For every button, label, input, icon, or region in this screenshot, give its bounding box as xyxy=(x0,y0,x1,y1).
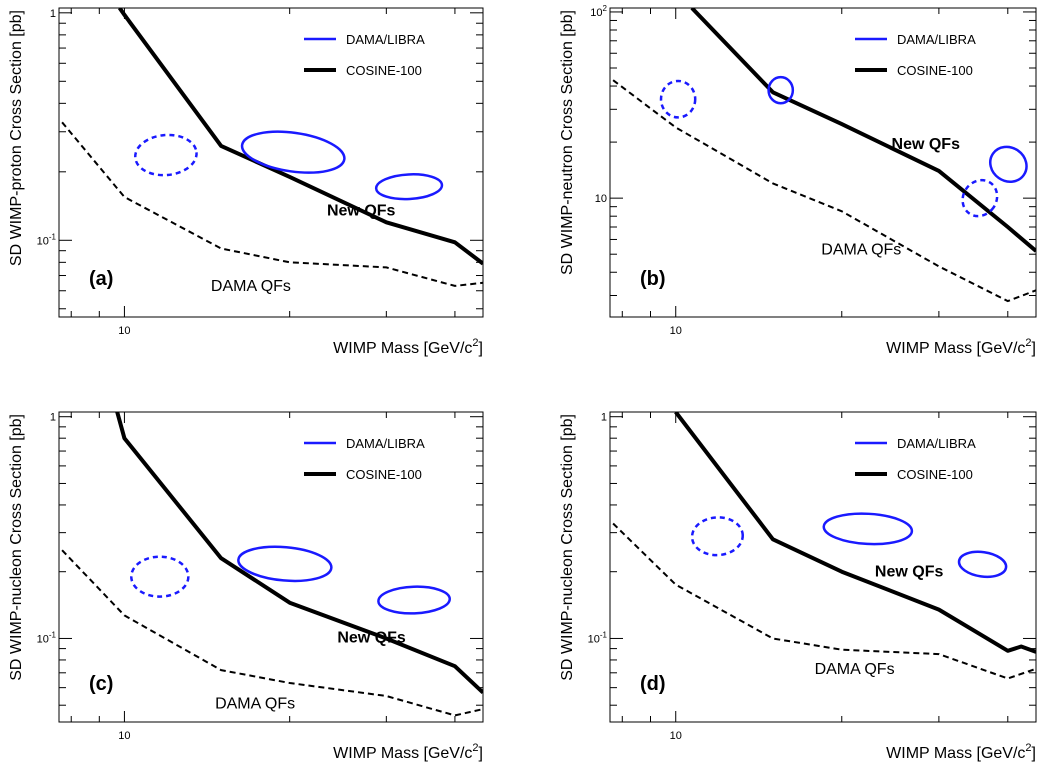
panel-1: 10 1 10-1 WIMP Mass [GeV/c2] SD WIMP-proton … xyxy=(8,7,484,357)
cosine-100-limit-line xyxy=(690,8,1036,253)
dama-libra-region xyxy=(957,550,1008,579)
dama-libra-region xyxy=(240,130,346,174)
dama-qf-limit-line xyxy=(61,121,483,287)
new-qfs-label: New QFs xyxy=(337,629,406,646)
y-axis-title: SD WIMP-nucleon Cross Section [pb] xyxy=(8,414,25,681)
y-tick-label: 10-1 xyxy=(37,630,57,645)
legend-label: COSINE-100 xyxy=(897,63,973,78)
new-qfs-label: New QFs xyxy=(892,136,961,153)
plot-frame xyxy=(609,411,1037,723)
y-axis-title: SD WIMP-neutron Cross Section [pb] xyxy=(559,10,576,275)
dama-libra-region xyxy=(989,145,1028,183)
y-tick-label: 10-1 xyxy=(37,232,57,247)
data-layer xyxy=(61,412,483,717)
panel-3: 10 1 10-1 WIMP Mass [GeV/c2] SD WIMP-nucleon… xyxy=(8,411,484,762)
x-tick-label: 10 xyxy=(670,325,682,337)
cosine-100-limit-line xyxy=(117,8,483,266)
dama-libra-region xyxy=(659,79,697,119)
x-axis-title: WIMP Mass [GeV/c2] xyxy=(886,742,1036,762)
dama-qfs-label: DAMA QFs xyxy=(211,278,291,295)
plot-frame xyxy=(58,411,484,723)
legend-label: DAMA/LIBRA xyxy=(346,32,425,47)
data-layer xyxy=(61,8,483,287)
dama-libra-region xyxy=(377,585,451,615)
x-axis-title: WIMP Mass [GeV/c2] xyxy=(333,742,483,762)
dama-qf-limit-line xyxy=(612,522,1036,680)
x-axis-title: WIMP Mass [GeV/c2] xyxy=(886,337,1036,357)
legend-label: DAMA/LIBRA xyxy=(897,436,976,451)
dama-qfs-label: DAMA QFs xyxy=(815,661,895,678)
y-axis-title: SD WIMP-proton Cross Section [pb] xyxy=(8,10,25,266)
dama-libra-region xyxy=(133,133,198,177)
dama-qf-limit-line xyxy=(61,549,483,717)
dama-qfs-label: DAMA QFs xyxy=(821,241,901,258)
new-qfs-label: New QFs xyxy=(875,564,944,581)
dama-libra-region xyxy=(767,75,795,105)
panel-label: (c) xyxy=(89,673,113,695)
cosine-100-limit-line xyxy=(674,412,1036,654)
dama-libra-region xyxy=(961,178,999,218)
cosine-100-limit-line xyxy=(115,412,483,695)
data-layer xyxy=(612,8,1036,303)
y-axis-title: SD WIMP-nucleon Cross Section [pb] xyxy=(559,414,576,681)
y-tick-label: 1 xyxy=(601,412,607,424)
panel-2: 10 102 10 WIMP Mass [GeV/c2] SD WIMP-neutron… xyxy=(559,4,1037,357)
dama-libra-region xyxy=(374,173,444,201)
y-tick-label: 1 xyxy=(50,412,56,424)
plot-frame xyxy=(58,7,484,318)
panel-label: (a) xyxy=(89,268,113,290)
data-layer xyxy=(612,412,1036,680)
dama-libra-region xyxy=(130,555,190,598)
x-tick-label: 10 xyxy=(118,325,130,337)
panel-label: (d) xyxy=(640,673,666,695)
dama-qfs-label: DAMA QFs xyxy=(215,695,295,712)
x-tick-label: 10 xyxy=(670,730,682,742)
dama-libra-region xyxy=(822,512,914,546)
legend-label: COSINE-100 xyxy=(346,63,422,78)
panel-4: 10 1 10-1 WIMP Mass [GeV/c2] SD WIMP-nucleon… xyxy=(559,411,1037,762)
legend-label: DAMA/LIBRA xyxy=(897,32,976,47)
x-tick-label: 10 xyxy=(118,730,130,742)
y-tick-label: 102 xyxy=(590,4,607,19)
y-tick-label: 1 xyxy=(50,8,56,20)
dama-libra-region xyxy=(237,545,333,583)
legend-label: COSINE-100 xyxy=(897,467,973,482)
dama-libra-region xyxy=(690,516,745,557)
y-tick-label: 10 xyxy=(595,193,607,205)
plot-frame xyxy=(609,7,1037,318)
legend-label: DAMA/LIBRA xyxy=(346,436,425,451)
x-axis-title: WIMP Mass [GeV/c2] xyxy=(333,337,483,357)
legend-label: COSINE-100 xyxy=(346,467,422,482)
new-qfs-label: New QFs xyxy=(327,203,396,220)
dama-qf-limit-line xyxy=(612,79,1036,303)
panel-label: (b) xyxy=(640,268,666,290)
y-tick-label: 10-1 xyxy=(588,630,608,645)
